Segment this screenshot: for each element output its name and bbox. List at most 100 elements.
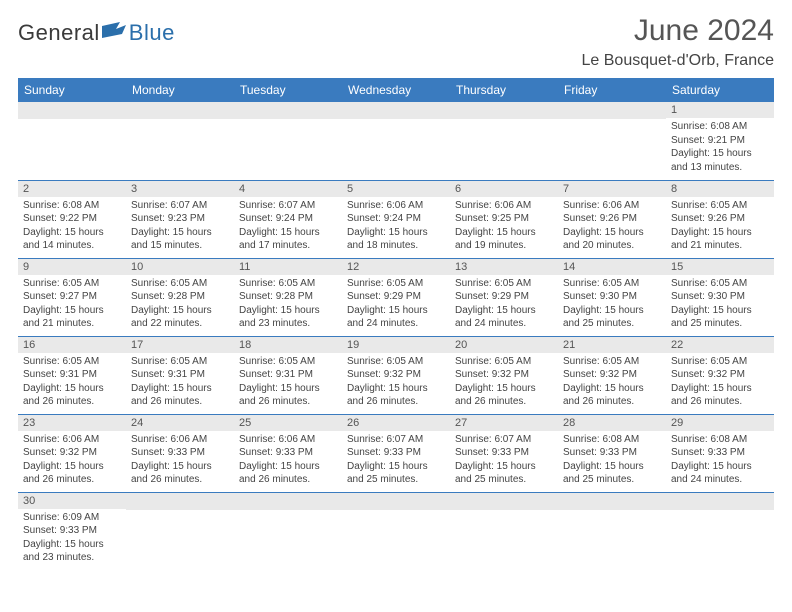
- calendar-week-row: 23Sunrise: 6:06 AMSunset: 9:32 PMDayligh…: [18, 414, 774, 492]
- daylight-text: Daylight: 15 hours and 26 minutes.: [23, 460, 121, 487]
- title-block: June 2024 Le Bousquet-d'Orb, France: [582, 14, 775, 70]
- calendar-day-cell: [450, 102, 558, 180]
- daylight-text: Daylight: 15 hours and 26 minutes.: [563, 382, 661, 409]
- day-number: [234, 102, 342, 119]
- calendar-day-cell: [450, 492, 558, 570]
- sunset-text: Sunset: 9:23 PM: [131, 212, 229, 226]
- sunrise-text: Sunrise: 6:06 AM: [347, 199, 445, 213]
- sunrise-text: Sunrise: 6:08 AM: [671, 120, 769, 134]
- calendar-day-cell: [234, 492, 342, 570]
- flag-icon: [102, 22, 128, 45]
- sunset-text: Sunset: 9:31 PM: [23, 368, 121, 382]
- daylight-text: Daylight: 15 hours and 24 minutes.: [455, 304, 553, 331]
- day-number: 8: [666, 181, 774, 197]
- day-details: Sunrise: 6:05 AMSunset: 9:32 PMDaylight:…: [342, 353, 450, 413]
- calendar-day-cell: 28 Sunrise: 6:08 AMSunset: 9:33 PMDayligh…: [558, 414, 666, 492]
- sunrise-text: Sunrise: 6:06 AM: [455, 199, 553, 213]
- calendar-day-cell: [18, 102, 126, 180]
- calendar-day-cell: 10Sunrise: 6:05 AMSunset: 9:28 PMDayligh…: [126, 258, 234, 336]
- calendar-week-row: 16Sunrise: 6:05 AMSunset: 9:31 PMDayligh…: [18, 336, 774, 414]
- sunrise-text: Sunrise: 6:05 AM: [671, 355, 769, 369]
- calendar-week-row: 1Sunrise: 6:08 AMSunset: 9:21 PMDaylight…: [18, 102, 774, 180]
- daylight-text: Daylight: 15 hours and 25 minutes.: [563, 460, 661, 487]
- sunset-text: Sunset: 9:32 PM: [671, 368, 769, 382]
- sunset-text: Sunset: 9:25 PM: [455, 212, 553, 226]
- calendar-day-cell: 17Sunrise: 6:05 AMSunset: 9:31 PMDayligh…: [126, 336, 234, 414]
- calendar-day-cell: [234, 102, 342, 180]
- sunset-text: Sunset: 9:29 PM: [347, 290, 445, 304]
- day-number: 26: [342, 415, 450, 431]
- calendar-day-cell: [558, 492, 666, 570]
- day-details: Sunrise: 6:07 AMSunset: 9:33 PMDaylight:…: [342, 431, 450, 491]
- day-number: 16: [18, 337, 126, 353]
- calendar-day-cell: 1Sunrise: 6:08 AMSunset: 9:21 PMDaylight…: [666, 102, 774, 180]
- day-number: 11: [234, 259, 342, 275]
- calendar-day-cell: [558, 102, 666, 180]
- sunset-text: Sunset: 9:29 PM: [455, 290, 553, 304]
- day-details: Sunrise: 6:08 AMSunset: 9:21 PMDaylight:…: [666, 118, 774, 178]
- calendar-day-cell: 7Sunrise: 6:06 AMSunset: 9:26 PMDaylight…: [558, 180, 666, 258]
- daylight-text: Daylight: 15 hours and 26 minutes.: [239, 460, 337, 487]
- calendar-day-cell: [126, 492, 234, 570]
- day-number: 2: [18, 181, 126, 197]
- day-number: 29: [666, 415, 774, 431]
- sunrise-text: Sunrise: 6:06 AM: [239, 433, 337, 447]
- sunset-text: Sunset: 9:30 PM: [671, 290, 769, 304]
- sunrise-text: Sunrise: 6:05 AM: [23, 277, 121, 291]
- sunset-text: Sunset: 9:21 PM: [671, 134, 769, 148]
- sunset-text: Sunset: 9:24 PM: [347, 212, 445, 226]
- sunrise-text: Sunrise: 6:08 AM: [23, 199, 121, 213]
- day-details: Sunrise: 6:05 AMSunset: 9:29 PMDaylight:…: [342, 275, 450, 335]
- sunrise-text: Sunrise: 6:06 AM: [131, 433, 229, 447]
- sunrise-text: Sunrise: 6:05 AM: [23, 355, 121, 369]
- day-number: 18: [234, 337, 342, 353]
- day-details: Sunrise: 6:08 AMSunset: 9:33 PMDaylight:…: [666, 431, 774, 491]
- day-details: Sunrise: 6:05 AMSunset: 9:32 PMDaylight:…: [450, 353, 558, 413]
- sunrise-text: Sunrise: 6:06 AM: [23, 433, 121, 447]
- day-details: Sunrise: 6:05 AMSunset: 9:28 PMDaylight:…: [126, 275, 234, 335]
- weekday-header-row: Sunday Monday Tuesday Wednesday Thursday…: [18, 78, 774, 102]
- day-details: Sunrise: 6:06 AMSunset: 9:25 PMDaylight:…: [450, 197, 558, 257]
- logo-text-general: General: [18, 20, 100, 46]
- calendar-day-cell: 20Sunrise: 6:05 AMSunset: 9:32 PMDayligh…: [450, 336, 558, 414]
- weekday-header: Saturday: [666, 78, 774, 102]
- day-number: [450, 493, 558, 510]
- calendar-day-cell: 4Sunrise: 6:07 AMSunset: 9:24 PMDaylight…: [234, 180, 342, 258]
- day-number: 14: [558, 259, 666, 275]
- day-number: 9: [18, 259, 126, 275]
- sunset-text: Sunset: 9:24 PM: [239, 212, 337, 226]
- sunset-text: Sunset: 9:32 PM: [563, 368, 661, 382]
- calendar-day-cell: [666, 492, 774, 570]
- sunrise-text: Sunrise: 6:07 AM: [455, 433, 553, 447]
- sunset-text: Sunset: 9:27 PM: [23, 290, 121, 304]
- daylight-text: Daylight: 15 hours and 17 minutes.: [239, 226, 337, 253]
- sunrise-text: Sunrise: 6:07 AM: [131, 199, 229, 213]
- day-details: Sunrise: 6:07 AMSunset: 9:33 PMDaylight:…: [450, 431, 558, 491]
- sunrise-text: Sunrise: 6:05 AM: [131, 277, 229, 291]
- sunrise-text: Sunrise: 6:05 AM: [671, 199, 769, 213]
- calendar-day-cell: 23Sunrise: 6:06 AMSunset: 9:32 PMDayligh…: [18, 414, 126, 492]
- daylight-text: Daylight: 15 hours and 19 minutes.: [455, 226, 553, 253]
- daylight-text: Daylight: 15 hours and 24 minutes.: [347, 304, 445, 331]
- calendar-day-cell: 27Sunrise: 6:07 AMSunset: 9:33 PMDayligh…: [450, 414, 558, 492]
- daylight-text: Daylight: 15 hours and 25 minutes.: [347, 460, 445, 487]
- day-number: 10: [126, 259, 234, 275]
- day-details: Sunrise: 6:06 AMSunset: 9:33 PMDaylight:…: [234, 431, 342, 491]
- day-number: 13: [450, 259, 558, 275]
- sunrise-text: Sunrise: 6:07 AM: [347, 433, 445, 447]
- day-details: Sunrise: 6:06 AMSunset: 9:32 PMDaylight:…: [18, 431, 126, 491]
- header: General Blue June 2024 Le Bousquet-d'Orb…: [18, 14, 774, 70]
- sunset-text: Sunset: 9:33 PM: [563, 446, 661, 460]
- day-number: [126, 102, 234, 119]
- calendar-day-cell: 14Sunrise: 6:05 AMSunset: 9:30 PMDayligh…: [558, 258, 666, 336]
- day-details: Sunrise: 6:05 AMSunset: 9:26 PMDaylight:…: [666, 197, 774, 257]
- sunrise-text: Sunrise: 6:08 AM: [671, 433, 769, 447]
- calendar-week-row: 2Sunrise: 6:08 AMSunset: 9:22 PMDaylight…: [18, 180, 774, 258]
- sunrise-text: Sunrise: 6:05 AM: [239, 355, 337, 369]
- day-details: Sunrise: 6:05 AMSunset: 9:29 PMDaylight:…: [450, 275, 558, 335]
- calendar-day-cell: 13Sunrise: 6:05 AMSunset: 9:29 PMDayligh…: [450, 258, 558, 336]
- daylight-text: Daylight: 15 hours and 22 minutes.: [131, 304, 229, 331]
- sunrise-text: Sunrise: 6:08 AM: [563, 433, 661, 447]
- day-number: 28: [558, 415, 666, 431]
- daylight-text: Daylight: 15 hours and 18 minutes.: [347, 226, 445, 253]
